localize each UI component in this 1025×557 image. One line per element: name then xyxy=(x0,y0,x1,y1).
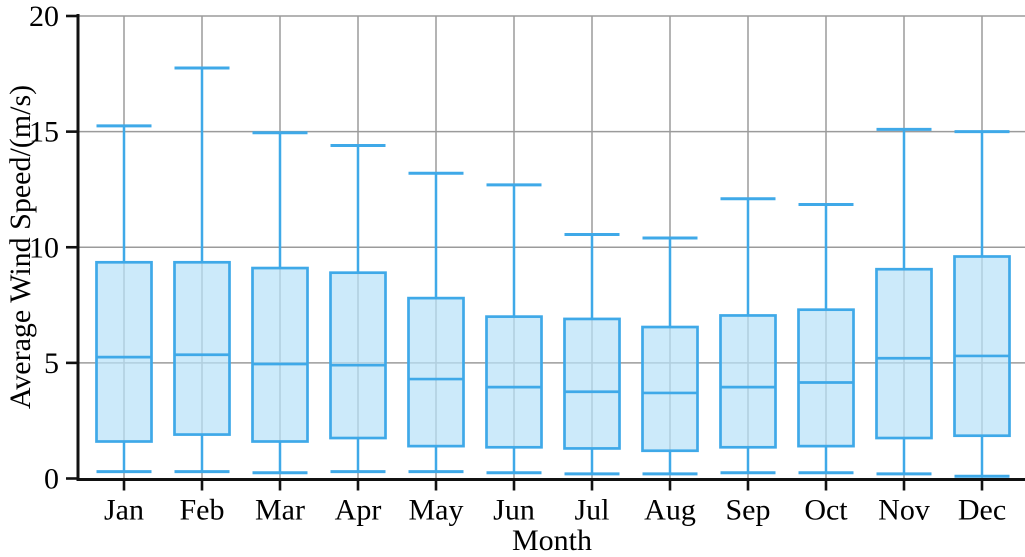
x-tick-label: Oct xyxy=(804,494,848,527)
box xyxy=(329,271,387,440)
x-tick-label: Apr xyxy=(335,494,382,527)
y-tick-label: 15 xyxy=(29,116,59,149)
y-tick-label: 10 xyxy=(29,231,59,264)
y-tick-label: 20 xyxy=(29,0,59,33)
box xyxy=(563,317,621,450)
x-axis-label: Month xyxy=(511,524,592,557)
x-tick-label: Feb xyxy=(180,494,225,527)
box xyxy=(173,260,231,436)
x-tick-label: Mar xyxy=(255,494,305,527)
x-tick-label: May xyxy=(409,494,464,527)
box xyxy=(797,308,855,448)
x-tick-label: Dec xyxy=(958,494,1006,527)
box xyxy=(641,325,699,453)
box xyxy=(875,267,933,440)
y-tick-label: 0 xyxy=(44,463,59,496)
box xyxy=(251,266,309,443)
x-tick-label: Sep xyxy=(726,494,771,527)
x-tick-label: Aug xyxy=(644,494,696,527)
x-tick-label: Jul xyxy=(574,494,609,527)
box xyxy=(953,255,1011,438)
box xyxy=(719,314,777,449)
box xyxy=(95,260,153,443)
box xyxy=(485,315,543,449)
x-tick-label: Nov xyxy=(878,494,930,527)
box xyxy=(407,296,465,448)
x-tick-label: Jan xyxy=(104,494,144,527)
y-axis-label: Average Wind Speed/(m/s) xyxy=(4,84,37,410)
y-tick-label: 5 xyxy=(44,347,59,380)
x-tick-label: Jun xyxy=(493,494,535,527)
